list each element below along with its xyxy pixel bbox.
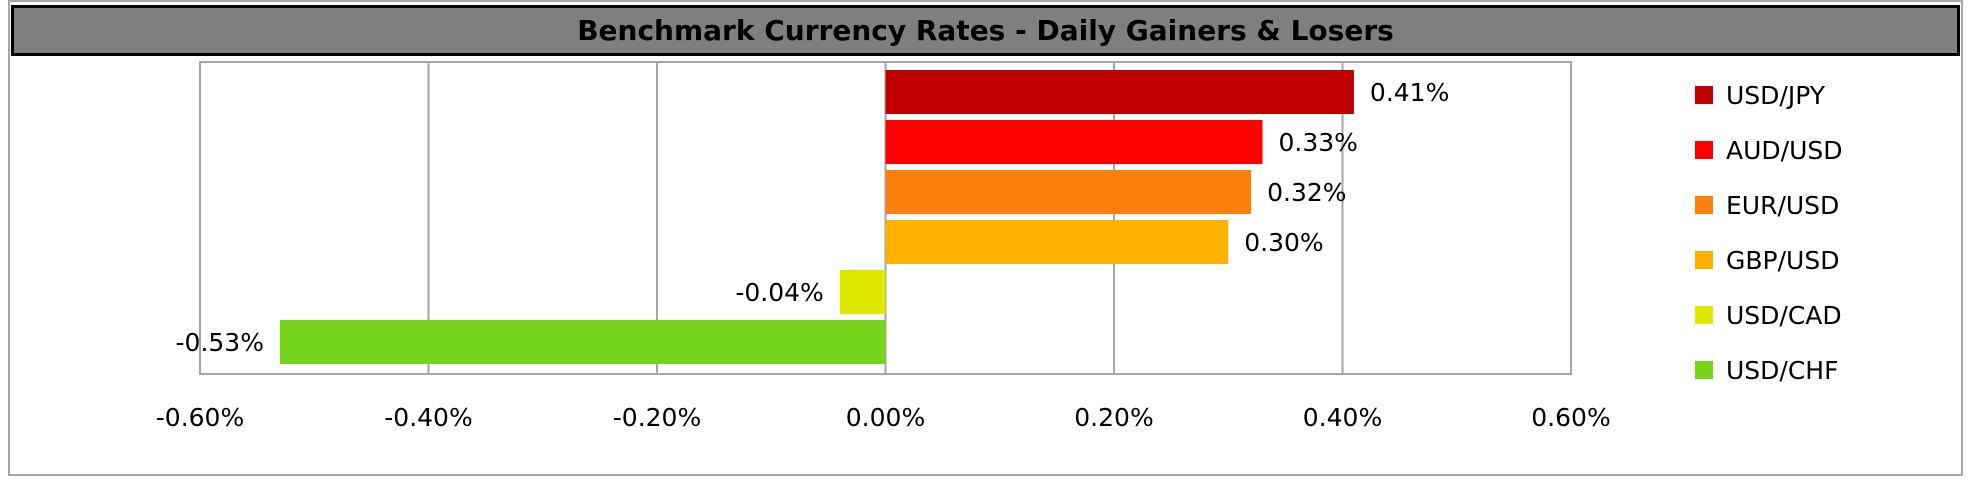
x-tick-label: -0.60% [156,403,244,432]
data-label: 0.32% [1267,178,1346,207]
legend-label: USD/CHF [1726,356,1838,385]
x-tick-label: 0.60% [1531,403,1610,432]
legend-swatch [1695,251,1713,269]
x-tick-label: 0.20% [1074,403,1153,432]
x-tick-label: -0.40% [384,403,472,432]
bars [279,70,1354,364]
legend-label: AUD/USD [1726,136,1843,165]
legend: USD/JPY AUD/USD EUR/USD GBP/USD USD/CAD USD/C… [1695,81,1843,385]
legend-swatch [1695,361,1713,379]
data-label: -0.04% [735,278,823,307]
legend-label: EUR/USD [1726,191,1839,220]
x-tick-label: 0.40% [1303,403,1382,432]
legend-label: USD/CAD [1726,301,1842,330]
data-label: 0.41% [1370,78,1449,107]
bar-aud-usd [885,120,1263,164]
legend-label: USD/JPY [1726,81,1826,110]
legend-swatch [1695,196,1713,214]
bar-usd-cad [839,270,886,314]
data-label: -0.53% [176,328,264,357]
data-label: 0.33% [1279,128,1358,157]
x-tick-label: -0.20% [613,403,701,432]
legend-swatch [1695,86,1713,104]
bar-usd-jpy [885,70,1354,114]
legend-label: GBP/USD [1726,246,1839,275]
data-labels: 0.41% 0.33% 0.32% 0.30% -0.04% -0.53% [176,78,1450,357]
chart-title: Benchmark Currency Rates - Daily Gainers… [577,14,1394,47]
bar-usd-chf [279,320,886,364]
legend-swatch [1695,141,1713,159]
x-axis: -0.60% -0.40% -0.20% 0.00% 0.20% 0.40% 0.60% [156,403,1611,432]
chart-title-bar: Benchmark Currency Rates - Daily Gainers… [11,5,1960,56]
x-tick-label: 0.00% [846,403,925,432]
bar-eur-usd [885,170,1252,214]
bar-gbp-usd [885,220,1229,264]
legend-swatch [1695,306,1713,324]
data-label: 0.30% [1244,228,1323,257]
